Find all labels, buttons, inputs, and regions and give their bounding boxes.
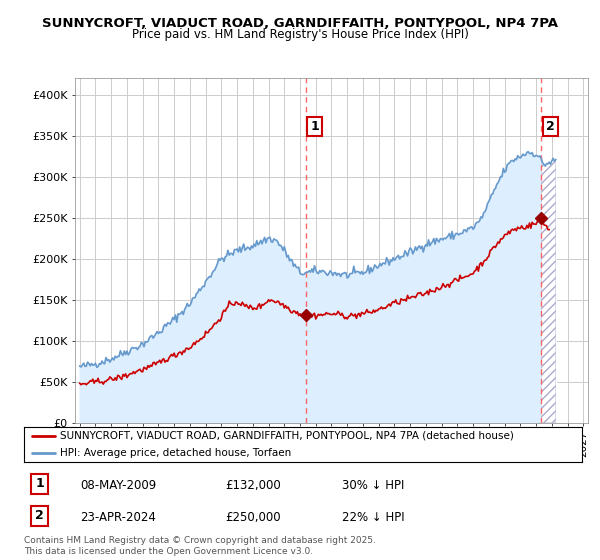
Text: 30% ↓ HPI: 30% ↓ HPI bbox=[342, 479, 404, 492]
Text: 22% ↓ HPI: 22% ↓ HPI bbox=[342, 511, 404, 524]
Text: HPI: Average price, detached house, Torfaen: HPI: Average price, detached house, Torf… bbox=[60, 449, 292, 458]
Text: 1: 1 bbox=[311, 120, 319, 133]
Text: SUNNYCROFT, VIADUCT ROAD, GARNDIFFAITH, PONTYPOOL, NP4 7PA: SUNNYCROFT, VIADUCT ROAD, GARNDIFFAITH, … bbox=[42, 17, 558, 30]
Text: Price paid vs. HM Land Registry's House Price Index (HPI): Price paid vs. HM Land Registry's House … bbox=[131, 28, 469, 41]
Text: Contains HM Land Registry data © Crown copyright and database right 2025.
This d: Contains HM Land Registry data © Crown c… bbox=[24, 536, 376, 556]
Text: 08-MAY-2009: 08-MAY-2009 bbox=[80, 479, 156, 492]
Text: 1: 1 bbox=[35, 477, 44, 490]
Text: 2: 2 bbox=[35, 510, 44, 522]
Text: SUNNYCROFT, VIADUCT ROAD, GARNDIFFAITH, PONTYPOOL, NP4 7PA (detached house): SUNNYCROFT, VIADUCT ROAD, GARNDIFFAITH, … bbox=[60, 431, 514, 441]
Text: 23-APR-2024: 23-APR-2024 bbox=[80, 511, 155, 524]
Text: £132,000: £132,000 bbox=[225, 479, 281, 492]
Text: 2: 2 bbox=[546, 120, 554, 133]
Text: £250,000: £250,000 bbox=[225, 511, 281, 524]
